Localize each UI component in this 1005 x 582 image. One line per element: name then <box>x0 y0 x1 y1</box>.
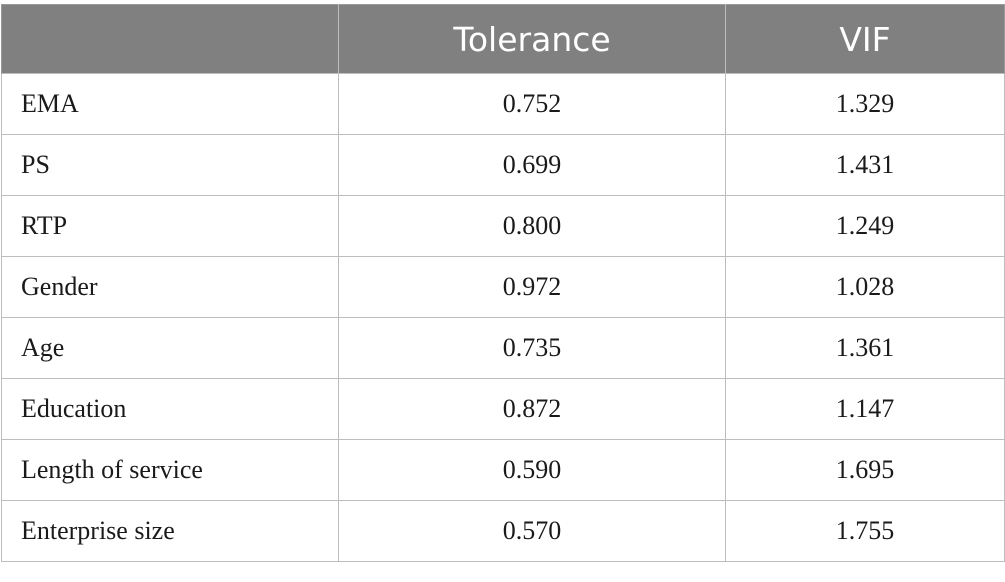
table-body: EMA 0.752 1.329 PS 0.699 1.431 RTP 0.800… <box>1 73 1005 562</box>
table-row: PS 0.699 1.431 <box>1 134 1005 196</box>
tolerance-value: 0.972 <box>338 256 726 318</box>
row-label: PS <box>1 134 339 196</box>
tolerance-value: 0.590 <box>338 439 726 501</box>
vif-value: 1.361 <box>725 317 1005 379</box>
row-label: Enterprise size <box>1 500 339 562</box>
table-row: EMA 0.752 1.329 <box>1 73 1005 135</box>
header-row: Tolerance VIF <box>1 4 1005 74</box>
row-label: EMA <box>1 73 339 135</box>
table-row: Education 0.872 1.147 <box>1 378 1005 440</box>
table-row: Gender 0.972 1.028 <box>1 256 1005 318</box>
vif-value: 1.329 <box>725 73 1005 135</box>
row-label: Gender <box>1 256 339 318</box>
table-row: Age 0.735 1.361 <box>1 317 1005 379</box>
vif-value: 1.755 <box>725 500 1005 562</box>
tolerance-value: 0.752 <box>338 73 726 135</box>
table-header: Tolerance VIF <box>1 4 1005 74</box>
tolerance-value: 0.570 <box>338 500 726 562</box>
vif-value: 1.249 <box>725 195 1005 257</box>
vif-value: 1.028 <box>725 256 1005 318</box>
tolerance-value: 0.800 <box>338 195 726 257</box>
header-cell-variable <box>1 4 339 74</box>
table-row: Length of service 0.590 1.695 <box>1 439 1005 501</box>
header-cell-vif: VIF <box>725 4 1005 74</box>
collinearity-table: Tolerance VIF EMA 0.752 1.329 PS 0.699 1… <box>1 4 1005 562</box>
vif-value: 1.695 <box>725 439 1005 501</box>
row-label: RTP <box>1 195 339 257</box>
tolerance-value: 0.699 <box>338 134 726 196</box>
row-label: Education <box>1 378 339 440</box>
row-label: Length of service <box>1 439 339 501</box>
table-row: Enterprise size 0.570 1.755 <box>1 500 1005 562</box>
table-row: RTP 0.800 1.249 <box>1 195 1005 257</box>
header-cell-tolerance: Tolerance <box>338 4 726 74</box>
tolerance-value: 0.872 <box>338 378 726 440</box>
tolerance-value: 0.735 <box>338 317 726 379</box>
vif-value: 1.431 <box>725 134 1005 196</box>
vif-value: 1.147 <box>725 378 1005 440</box>
row-label: Age <box>1 317 339 379</box>
